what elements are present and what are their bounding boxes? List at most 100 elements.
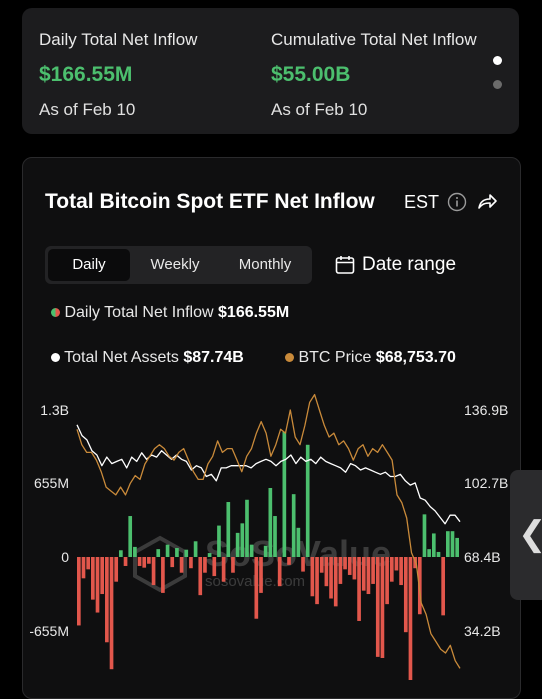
legend-label: BTC Price: [298, 349, 372, 366]
bar: [357, 557, 361, 621]
bar: [137, 557, 142, 566]
legend-label: Total Net Assets: [64, 349, 179, 366]
bar: [133, 546, 137, 557]
y-tick-left: 655M: [34, 475, 69, 491]
bar: [287, 557, 291, 565]
y-tick-left: -655M: [29, 623, 69, 639]
bar: [151, 557, 156, 586]
bar: [427, 549, 431, 557]
bar: [100, 557, 105, 595]
btc-price-line: [76, 393, 461, 669]
bar: [77, 557, 81, 626]
bar: [212, 557, 217, 577]
bar: [338, 557, 343, 584]
bar: [170, 557, 175, 568]
bar: [417, 557, 422, 615]
bar: [109, 557, 114, 670]
legend-value: $87.74B: [183, 349, 244, 366]
stat-label: Daily Total Net Inflow: [39, 30, 198, 49]
chevron-left-icon: ❮: [518, 514, 542, 554]
bar: [310, 557, 315, 597]
bar: [245, 499, 249, 557]
date-range-button[interactable]: Date range: [362, 254, 457, 275]
bar: [333, 557, 338, 607]
stat-label: Cumulative Total Net Inflow: [271, 30, 477, 49]
stat-value: $166.55M: [39, 63, 133, 86]
bar: [305, 444, 310, 557]
bar: [343, 557, 347, 570]
bar: [226, 502, 231, 557]
bar: [263, 545, 268, 557]
bar: [235, 532, 240, 557]
bar: [221, 557, 226, 582]
legend-inflow[interactable]: Daily Total Net Inflow $166.55M: [51, 304, 289, 322]
bar: [389, 557, 394, 582]
legend-label: Daily Total Net Inflow: [64, 304, 214, 321]
cumulative-inflow-stat: Cumulative Total Net Inflow $55.00B As o…: [271, 30, 477, 120]
y-tick-left: 1.3B: [40, 402, 69, 418]
total-net-assets-line: [76, 424, 461, 525]
y-tick-right: 68.4B: [464, 549, 501, 565]
bar: [450, 531, 455, 557]
bar: [123, 557, 128, 566]
bar: [445, 531, 450, 557]
bar: [455, 537, 459, 557]
bar: [203, 557, 207, 573]
summary-card: Daily Total Net Inflow $166.55M As of Fe…: [22, 8, 519, 134]
carousel-dot-active[interactable]: [493, 56, 502, 65]
y-tick-right: 34.2B: [464, 623, 501, 639]
bar: [217, 525, 221, 557]
bar: [296, 527, 301, 557]
legend-btc[interactable]: BTC Price $68,753.70: [285, 349, 456, 367]
bar: [385, 557, 389, 605]
bar: [189, 557, 193, 569]
bar: [273, 516, 277, 557]
assets-legend-dot: [51, 353, 60, 363]
bar: [394, 557, 399, 571]
bar: [259, 557, 263, 593]
bar: [240, 523, 245, 557]
bar: [156, 549, 161, 557]
bar: [399, 557, 403, 586]
carousel-dot[interactable]: [493, 80, 502, 89]
stat-value: $55.00B: [271, 63, 351, 86]
legend-assets[interactable]: Total Net Assets $87.74B: [51, 349, 244, 367]
bar: [375, 557, 380, 657]
bar: [403, 557, 408, 633]
bar: [324, 557, 329, 587]
timezone-label[interactable]: EST: [404, 192, 440, 212]
y-tick-right: 102.7B: [464, 475, 508, 491]
period-selector: Daily Weekly Monthly: [45, 246, 312, 284]
daily-inflow-stat: Daily Total Net Inflow $166.55M As of Fe…: [39, 30, 197, 120]
bar: [431, 533, 436, 557]
bar: [291, 494, 296, 557]
tab-weekly[interactable]: Weekly: [150, 256, 200, 273]
bar: [380, 557, 385, 658]
bar: [207, 553, 212, 557]
legend-value: $166.55M: [218, 304, 290, 321]
stat-date: As of Feb 10: [271, 100, 368, 119]
bar: [91, 557, 95, 600]
bar: [301, 557, 305, 572]
bar: [193, 541, 198, 557]
bar: [147, 557, 151, 564]
bar: [119, 550, 123, 557]
bar: [315, 557, 319, 605]
bar: [128, 516, 133, 557]
calendar-icon[interactable]: [335, 255, 355, 275]
tab-monthly[interactable]: Monthly: [238, 256, 292, 273]
share-icon[interactable]: [476, 191, 498, 213]
side-drawer-handle[interactable]: ❮: [510, 470, 542, 600]
chart-title: Total Bitcoin Spot ETF Net Inflow: [45, 190, 375, 213]
legend-value: $68,753.70: [375, 349, 456, 366]
bar: [179, 557, 184, 573]
bar: [165, 544, 170, 557]
info-icon[interactable]: [447, 192, 467, 212]
bar: [86, 557, 91, 570]
bar: [352, 557, 357, 580]
tab-daily[interactable]: Daily: [48, 249, 130, 281]
bar: [366, 557, 371, 595]
bar: [254, 557, 259, 619]
stat-date: As of Feb 10: [39, 100, 136, 119]
